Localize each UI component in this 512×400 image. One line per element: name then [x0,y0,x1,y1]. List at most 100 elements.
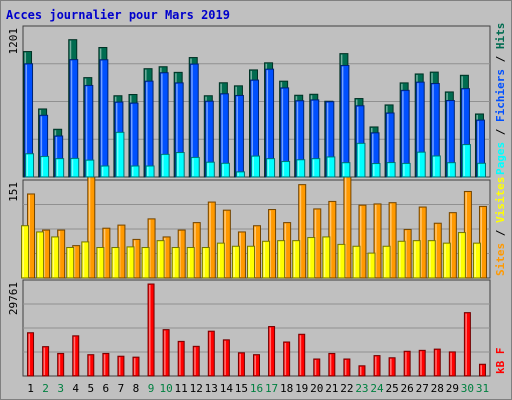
bar-fichiers-day-9 [144,80,154,178]
bar-kb-f-day-23 [358,365,366,377]
legend-fichiers: Fichiers [494,69,507,122]
bar-pages-day-19 [296,159,306,178]
day-label-23: 23 [355,382,368,395]
bar-pages-day-4 [70,157,80,178]
bar-kb-f-day-5 [87,354,95,377]
day-label-9: 9 [148,382,155,395]
panel-2-max-label: 151 [7,182,20,202]
day-label-12: 12 [190,382,203,395]
bar-pages-day-23 [356,142,366,178]
bar-kb-f-day-6 [102,352,110,377]
bar-visites-day-12 [186,246,195,279]
bar-fichiers-day-22 [340,64,350,178]
day-label-4: 4 [72,382,79,395]
day-label-26: 26 [401,382,414,395]
bar-kb-f-day-28 [433,348,441,377]
day-label-18: 18 [280,382,293,395]
bar-pages-day-9 [145,165,155,178]
bar-pages-day-29 [446,162,456,178]
legend-visites: Visites [494,177,507,223]
bar-kb-f-day-19 [298,333,306,377]
bar-visites-day-6 [96,246,105,279]
day-label-1: 1 [27,382,34,395]
bar-pages-day-28 [431,155,441,178]
bar-kb-f-day-1 [27,332,35,377]
bar-kb-f-day-10 [162,329,170,377]
bar-visites-day-11 [171,246,180,279]
bar-sites-day-13 [207,201,216,279]
bar-visites-day-22 [337,243,346,279]
bar-kb-f-day-25 [388,357,396,377]
bar-pages-day-8 [130,165,140,178]
bar-pages-day-20 [311,158,321,178]
bar-visites-day-4 [66,246,75,279]
bar-pages-day-7 [115,131,125,178]
day-label-15: 15 [235,382,248,395]
bar-kb-f-day-8 [132,356,140,377]
bar-pages-day-17 [266,158,276,178]
bar-kb-f-day-4 [72,335,80,377]
bar-pages-day-12 [190,156,200,178]
chart-title: Acces journalier pour Mars 2019 [6,8,230,22]
panel-1: 29761 kB F [7,279,507,377]
day-label-25: 25 [385,382,398,395]
bar-pages-day-1 [25,153,35,178]
day-label-5: 5 [87,382,94,395]
bar-visites-day-2 [36,231,45,279]
bar-visites-day-5 [81,241,90,279]
day-label-30: 30 [461,382,474,395]
day-label-2: 2 [42,382,49,395]
day-label-28: 28 [431,382,444,395]
bar-visites-day-27 [412,240,421,279]
bar-pages-day-30 [461,144,471,178]
bar-kb-f-day-20 [313,358,321,377]
bar-kb-f-day-16 [253,354,260,377]
bar-kb-f-day-29 [448,351,456,377]
day-label-11: 11 [175,382,188,395]
bar-kb-f-day-18 [283,341,291,377]
bar-visites-day-10 [156,240,165,279]
bar-pages-day-13 [205,161,215,178]
bar-kb-f-day-15 [237,352,245,377]
bar-kb-f-day-26 [403,350,411,377]
bar-sites-day-19 [298,184,307,279]
day-label-8: 8 [133,382,140,395]
legend-hits: Hits [494,23,507,50]
bar-fichiers-day-6 [99,59,109,178]
bar-pages-day-27 [416,151,426,178]
legend-kb-f: kB F [494,348,507,375]
day-label-27: 27 [416,382,429,395]
bar-sites-day-25 [388,202,397,279]
bar-pages-day-21 [326,156,336,178]
bar-kb-f-day-11 [177,340,185,377]
day-label-3: 3 [57,382,64,395]
day-label-7: 7 [118,382,125,395]
day-label-16: 16 [250,382,263,395]
bar-visites-day-7 [111,246,120,279]
bar-pages-day-15 [235,171,245,178]
bar-pages-day-11 [175,152,185,178]
day-label-24: 24 [370,382,384,395]
bar-visites-day-19 [292,240,301,279]
panel-2: 151 Sites / Visites [7,174,507,279]
bar-sites-day-24 [373,203,382,279]
bar-visites-day-26 [397,240,406,279]
bar-kb-f-day-30 [463,312,471,377]
bar-visites-day-21 [322,236,331,279]
bar-visites-day-3 [51,236,60,279]
bar-sites-day-31 [478,205,487,279]
bar-visites-day-18 [277,240,286,279]
bar-kb-f-day-13 [207,330,215,377]
panel-2-legend: Sites / Visites [494,177,507,276]
bar-visites-day-8 [126,246,135,279]
panel-1-legend: kB F [494,348,507,375]
bar-visites-day-31 [472,242,481,279]
bar-fichiers-day-15 [234,94,244,178]
bar-kb-f-day-14 [222,339,230,377]
panel-3: 1201 Pages / Fichiers / Hits [7,23,507,178]
bar-pages-day-2 [40,155,50,178]
day-label-17: 17 [265,382,278,395]
day-label-22: 22 [340,382,353,395]
bar-kb-f-day-2 [42,346,50,377]
